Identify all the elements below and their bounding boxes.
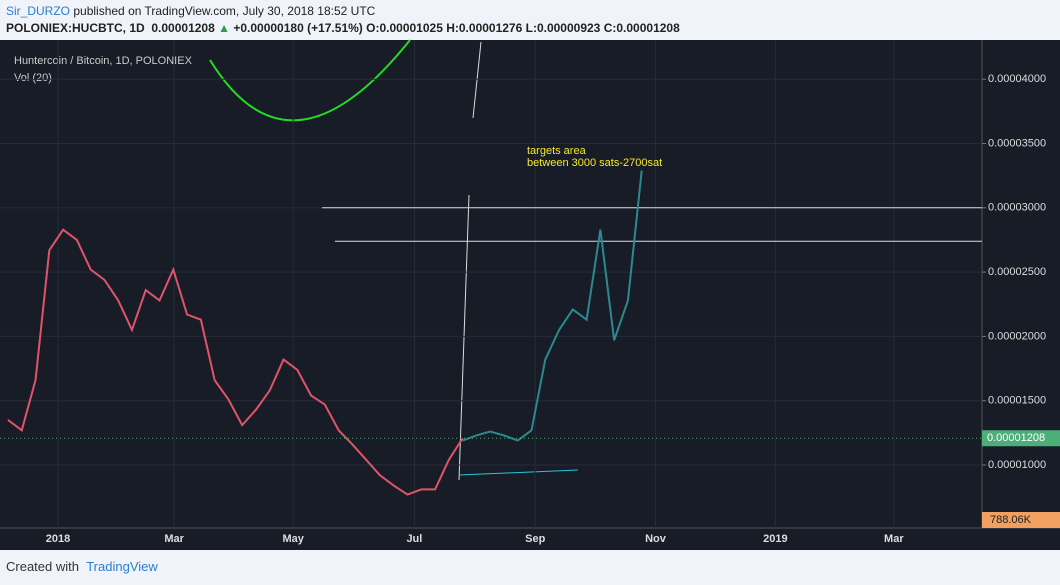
brand[interactable]: TradingView <box>86 559 158 574</box>
drawing-line <box>458 194 470 481</box>
symbol: POLONIEX:HUCBTC, 1D <box>6 21 145 35</box>
drawing-line <box>472 41 482 119</box>
subtitle: Vol (20) <box>14 72 52 84</box>
background <box>0 40 1060 550</box>
author[interactable]: Sir_DURZO <box>6 4 71 18</box>
open: O:0.00001025 <box>366 21 443 35</box>
volume-tag <box>982 512 1060 528</box>
annotation: targets area <box>527 145 587 157</box>
drawing-line <box>458 469 579 476</box>
annotation: between 3000 sats-2700sat <box>527 157 662 169</box>
x-tick-label: May <box>282 533 304 545</box>
x-tick-label: Mar <box>164 533 184 545</box>
chart-title: Huntercoin / Bitcoin, 1D, POLONIEX <box>14 55 193 67</box>
y-tick-label: 0.00003000 <box>988 202 1046 214</box>
x-tick-label: 2019 <box>763 533 787 545</box>
header: Sir_DURZO published on TradingView.com, … <box>6 4 680 35</box>
footer-text: Created with <box>6 559 79 574</box>
x-tick-label: Jul <box>406 533 422 545</box>
change: +0.00000180 (+17.51%) <box>233 21 363 35</box>
volume-label: 788.06K <box>990 514 1032 526</box>
price-line <box>7 228 464 496</box>
y-tick-label: 0.00001000 <box>988 459 1046 471</box>
high: H:0.00001276 <box>446 21 523 35</box>
price-line <box>462 170 643 442</box>
y-tick-label: 0.00003500 <box>988 137 1046 149</box>
low: L:0.00000923 <box>525 21 601 35</box>
x-tick-label: 2018 <box>46 533 70 545</box>
x-tick-label: Mar <box>884 533 904 545</box>
close: C:0.00001208 <box>603 21 680 35</box>
chart: Huntercoin / Bitcoin, 1D, POLONIEX Vol (… <box>0 39 1060 550</box>
published: published on TradingView.com, July 30, 2… <box>73 4 376 18</box>
footer: Created with TradingView <box>6 559 158 574</box>
y-tick-label: 0.00002000 <box>988 330 1046 342</box>
last-price-label: 0.00001208 <box>987 432 1045 444</box>
x-tick-label: Nov <box>645 533 667 545</box>
y-tick-label: 0.00002500 <box>988 266 1046 278</box>
last-price-tag <box>982 430 1060 447</box>
drawing-arc <box>209 39 411 122</box>
y-tick-label: 0.00001500 <box>988 395 1046 407</box>
y-tick-label: 0.00004000 <box>988 73 1046 85</box>
x-tick-label: Sep <box>525 533 545 545</box>
last: 0.00001208 <box>151 21 215 35</box>
